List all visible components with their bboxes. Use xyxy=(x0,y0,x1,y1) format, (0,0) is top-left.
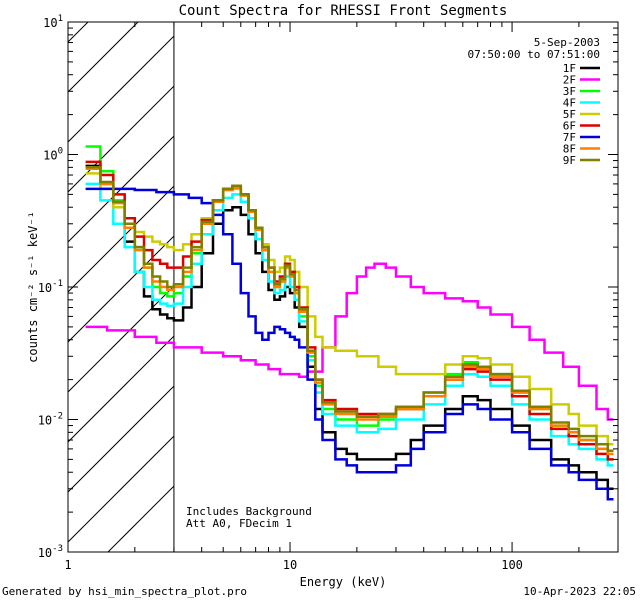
y-tick-label: 101 xyxy=(43,14,63,30)
series-line-1f xyxy=(85,164,614,491)
hatch-line xyxy=(68,22,89,43)
series-line-5f xyxy=(85,172,614,446)
x-tick-label: 100 xyxy=(501,558,523,572)
series-line-9f xyxy=(85,166,614,453)
time-range-label: 07:50:00 to 07:51:00 xyxy=(468,48,600,61)
legend-label-6f: 6F xyxy=(563,120,576,133)
legend-label-4f: 4F xyxy=(563,97,576,110)
x-axis-ticks: 1 10 100 xyxy=(64,22,619,572)
series-line-7f xyxy=(85,187,614,501)
legend-label-1f: 1F xyxy=(563,62,576,75)
y-axis-label: counts cm⁻² s⁻¹ keV⁻¹ xyxy=(26,211,40,363)
annotation-background: Includes Background xyxy=(186,505,312,518)
hatch-line xyxy=(107,485,174,552)
y-tick-label: 100 xyxy=(43,147,63,163)
legend-label-9f: 9F xyxy=(563,154,576,167)
hatch-line xyxy=(68,35,174,143)
y-tick-label: 10-3 xyxy=(38,544,63,560)
legend-label-7f: 7F xyxy=(563,131,576,144)
series-line-2f xyxy=(85,262,614,421)
y-tick-label: 10-2 xyxy=(38,412,63,428)
annotation-attenuator: Att A0, FDecim 1 xyxy=(186,517,292,530)
hatch-line xyxy=(68,235,174,343)
hatch-line xyxy=(68,385,174,493)
hatched-region xyxy=(68,22,174,552)
footer-timestamp: 10-Apr-2023 22:05 xyxy=(523,585,636,598)
hatch-line xyxy=(68,285,174,393)
hatch-line xyxy=(68,22,139,93)
legend-label-5f: 5F xyxy=(563,108,576,121)
series-lines xyxy=(85,145,614,501)
series-line-4f xyxy=(85,182,614,467)
date-label: 5-Sep-2003 xyxy=(534,36,600,49)
hatch-line xyxy=(68,185,174,293)
legend-label-8f: 8F xyxy=(563,143,576,156)
hatch-line xyxy=(68,435,174,543)
hatch-line xyxy=(68,85,174,193)
chart-title: Count Spectra for RHESSI Front Segments xyxy=(179,3,508,19)
footer-generator: Generated by hsi_min_spectra_plot.pro xyxy=(2,585,247,598)
legend-label-3f: 3F xyxy=(563,85,576,98)
legend-label-2f: 2F xyxy=(563,74,576,87)
x-tick-label: 1 xyxy=(64,558,71,572)
y-tick-label: 10-1 xyxy=(38,279,63,295)
y-axis-ticks: 10-3 10-2 10-1 100 101 xyxy=(38,14,618,560)
hatch-line xyxy=(68,335,174,443)
x-axis-label: Energy (keV) xyxy=(300,575,387,589)
x-tick-label: 10 xyxy=(283,558,297,572)
